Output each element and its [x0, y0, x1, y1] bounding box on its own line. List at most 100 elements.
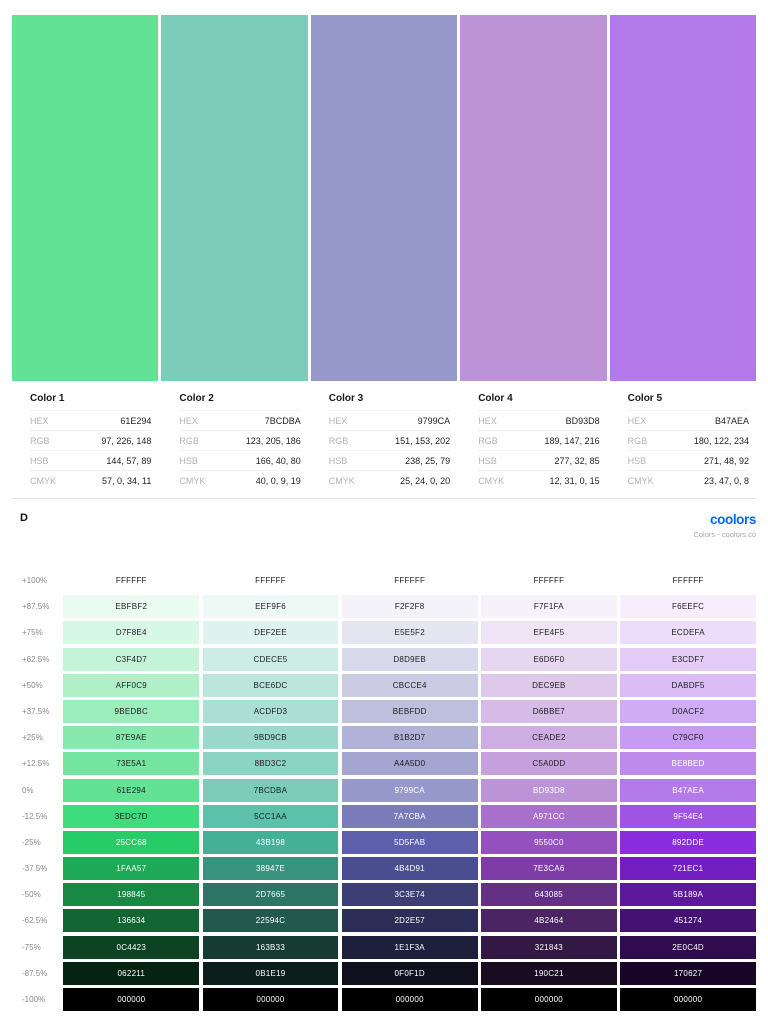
shade-cell: 198845 — [63, 883, 200, 907]
shade-cell: ACDFD3 — [202, 699, 339, 723]
shade-cell: 22594C — [202, 909, 339, 933]
color-info-value: 57, 0, 34, 11 — [102, 476, 152, 486]
color-info-label: HEX — [478, 416, 497, 426]
shade-cell: 000000 — [63, 988, 200, 1011]
palette-swatch — [12, 15, 159, 381]
color-info-label: HSB — [627, 456, 647, 466]
color-info-value: 277, 32, 85 — [554, 456, 600, 466]
shade-cell: DEF2EE — [202, 621, 339, 645]
shade-cell: 8BD3C2 — [202, 752, 339, 776]
shade-cell: FFFFFF — [202, 569, 339, 592]
color-info-title: Color 5 — [627, 390, 749, 411]
color-info-label: HSB — [478, 456, 497, 466]
shades-table: +100% FFFFFF FFFFFF FFFFFF FFFFFF FFFFFF +87.5… — [12, 569, 756, 1011]
shade-cell: E6D6F0 — [480, 647, 617, 671]
coolors-logo[interactable]: coolors — [710, 512, 756, 527]
color-info-label: HEX — [627, 416, 647, 426]
palette-swatches — [12, 15, 756, 381]
color-info-row: CMYK 57, 0, 34, 11 — [30, 471, 151, 490]
color-info-column: Color 1 HEX 61E294 RGB 97, 226, 148 HSB 144, 5… — [12, 390, 158, 490]
color-info-value: 12, 31, 0, 15 — [549, 476, 600, 486]
shade-cell: 163B33 — [202, 935, 339, 959]
shade-cell: 87E9AE — [63, 726, 200, 750]
shade-cell: CDECE5 — [202, 647, 339, 671]
color-info-column: Color 3 HEX 9799CA RGB 151, 153, 202 HSB 238, … — [311, 390, 457, 490]
shade-row-label: -50% — [22, 890, 41, 900]
shade-cell: 000000 — [480, 988, 617, 1011]
color-info-row: HEX 61E294 — [30, 411, 152, 431]
color-info-value: 180, 122, 234 — [693, 436, 749, 446]
shade-cell: 2D7665 — [202, 883, 339, 907]
shade-cell: 1FAA57 — [63, 857, 200, 881]
shade-cell: DEC9EB — [480, 673, 617, 697]
shade-cell: 1E1F3A — [341, 935, 478, 959]
color-info-value: 25, 24, 0, 20 — [400, 476, 451, 486]
color-info-row: RGB 189, 147, 216 — [478, 431, 600, 451]
shade-cell: 0F0F1D — [341, 961, 478, 985]
shade-row-label: +12.5% — [22, 759, 50, 769]
color-info-row: CMYK 23, 47, 0, 8 — [628, 471, 749, 490]
shade-row-label: -12.5% — [22, 811, 48, 821]
color-info-value: 123, 205, 186 — [245, 436, 301, 446]
shade-cell: BCE6DC — [202, 673, 339, 697]
shade-cell: DABDF5 — [620, 673, 756, 697]
shade-cell: 43B198 — [202, 830, 339, 854]
shade-cell: E5E5F2 — [341, 621, 478, 645]
shade-row-label: +50% — [22, 680, 43, 690]
color-info-value: 23, 47, 0, 8 — [703, 476, 749, 486]
color-info-row: CMYK 40, 0, 9, 19 — [179, 471, 300, 490]
shade-cell: FFFFFF — [480, 569, 617, 592]
shade-row-label: +25% — [22, 733, 43, 743]
shade-row-label: +75% — [22, 628, 43, 638]
shade-cell: ECDEFA — [620, 621, 756, 645]
color-info-label: CMYK — [478, 476, 505, 486]
document-header: D coolors Colors - coolors.co — [12, 512, 756, 542]
color-info-label: RGB — [328, 436, 349, 446]
color-info-row: HSB 277, 32, 85 — [478, 451, 600, 471]
color-info-label: CMYK — [627, 476, 654, 486]
color-info-label: RGB — [627, 436, 648, 446]
shade-cell: F2F2F8 — [341, 595, 478, 619]
shade-cell: CEADE2 — [480, 726, 617, 750]
shade-cell: 3EDC7D — [63, 804, 200, 828]
shade-row-label: +37.5% — [22, 706, 50, 716]
shade-cell: 4B4D91 — [341, 857, 478, 881]
shade-cell: 38947E — [202, 857, 339, 881]
palette-swatch — [460, 15, 607, 381]
shade-row-label: +62.5% — [22, 654, 50, 664]
palette-title: D — [20, 512, 28, 524]
shade-cell: C3F4D7 — [63, 647, 200, 671]
divider — [12, 498, 756, 499]
color-info-row: CMYK 12, 31, 0, 15 — [478, 471, 599, 490]
shade-cell: 643085 — [480, 883, 617, 907]
color-info-row: CMYK 25, 24, 0, 20 — [329, 471, 450, 490]
shade-cell: 5D5FAB — [341, 830, 478, 854]
logo-block: coolors Colors - coolors.co — [693, 512, 756, 539]
shade-cell: C5A0DD — [480, 752, 617, 776]
shade-row-label: 0% — [22, 785, 34, 795]
color-info-title: Color 3 — [328, 390, 451, 411]
color-info-label: HSB — [30, 456, 49, 466]
color-info-row: HSB 144, 57, 89 — [30, 451, 152, 471]
color-info-row: HSB 271, 48, 92 — [627, 451, 749, 471]
shade-cell: 9BEDBC — [63, 699, 200, 723]
color-info-value: 238, 25, 79 — [405, 456, 451, 466]
coolors-link[interactable]: Colors - coolors.co — [693, 530, 756, 539]
shade-cell: A4A5D0 — [341, 752, 478, 776]
color-info-value: 166, 40, 80 — [255, 456, 301, 466]
shade-cell: 000000 — [620, 988, 756, 1011]
shade-cell: 7A7CBA — [341, 804, 478, 828]
color-info-label: CMYK — [179, 476, 206, 486]
shade-cell: 25CC68 — [63, 830, 200, 854]
shade-cell: BD93D8 — [480, 778, 617, 802]
color-info-value: 9799CA — [417, 416, 451, 426]
palette-info: Color 1 HEX 61E294 RGB 97, 226, 148 HSB 144, 5… — [12, 390, 756, 490]
color-info-value: 61E294 — [120, 416, 152, 426]
shade-cell: 9550C0 — [480, 830, 617, 854]
shade-cell: 136634 — [63, 909, 200, 933]
shade-cell: EEF9F6 — [202, 595, 339, 619]
shade-cell: 9799CA — [341, 778, 478, 802]
shade-cell: AFF0C9 — [63, 673, 200, 697]
shade-row-label: -37.5% — [22, 864, 48, 874]
